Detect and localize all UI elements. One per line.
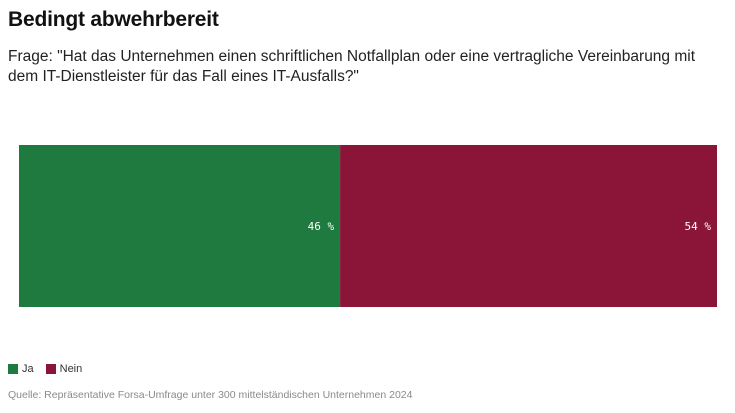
bar-value-label-nein: 54 %: [685, 220, 712, 233]
chart-plot-area: 46 % 54 %: [19, 145, 717, 307]
source-note: Quelle: Repräsentative Forsa-Umfrage unt…: [8, 389, 413, 401]
bar-value-label-ja: 46 %: [308, 220, 335, 233]
legend-label-ja: Ja: [22, 363, 34, 375]
bar-segment-nein: [340, 145, 717, 307]
legend-label-nein: Nein: [59, 363, 83, 375]
chart-legend: Ja Nein: [8, 363, 94, 375]
legend-swatch-nein: [45, 364, 56, 374]
chart-subtitle: Frage: "Hat das Unternehmen einen schrif…: [8, 48, 696, 85]
chart-title: Bedingt abwehrbereit: [8, 8, 219, 31]
stacked-bar-chart: 46 % 54 %: [19, 145, 717, 307]
legend-item-nein: Nein: [45, 363, 83, 375]
legend-swatch-ja: [8, 364, 18, 374]
bar-segment-ja: [19, 145, 341, 307]
legend-item-ja: Ja: [8, 363, 34, 375]
